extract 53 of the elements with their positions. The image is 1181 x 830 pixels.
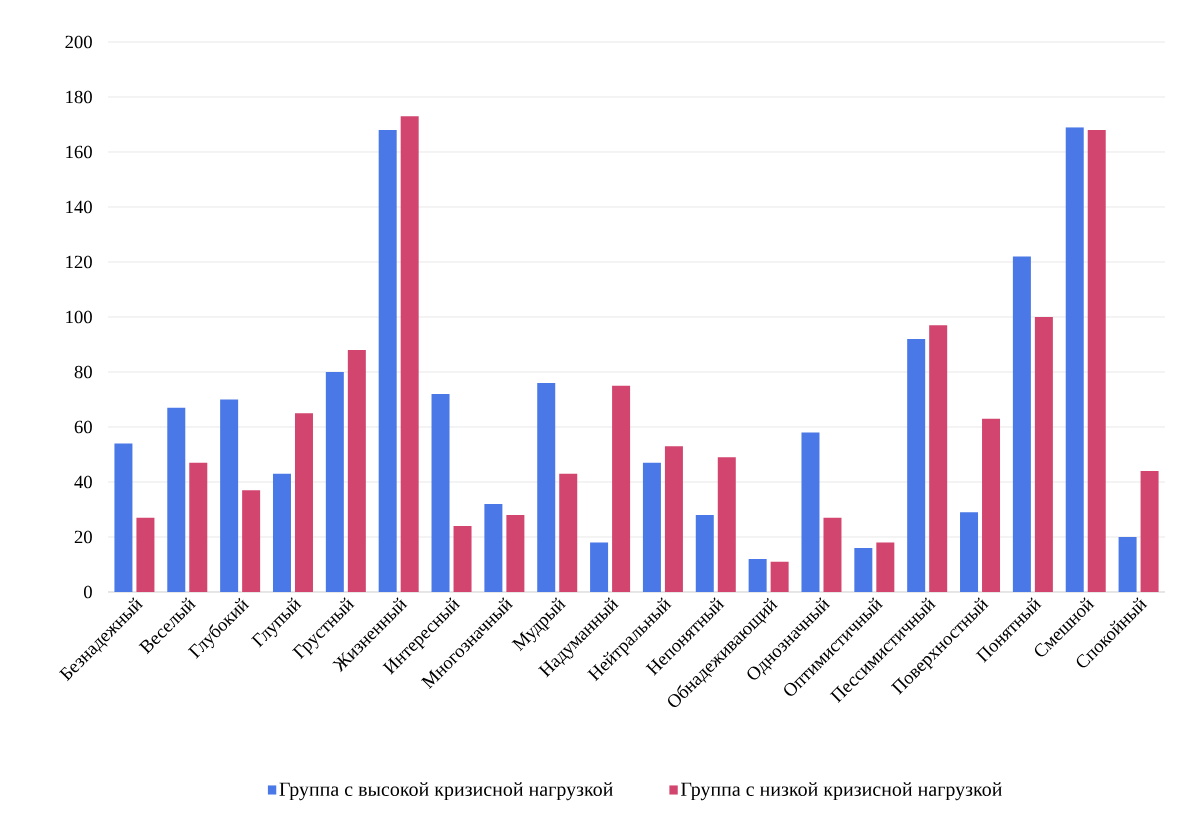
bar bbox=[1087, 129, 1106, 592]
bar bbox=[272, 473, 291, 592]
y-tick-label: 100 bbox=[66, 310, 92, 324]
bar bbox=[642, 462, 661, 592]
bar bbox=[537, 382, 556, 592]
bar bbox=[929, 325, 948, 592]
bar bbox=[325, 371, 344, 592]
y-tick-label: 140 bbox=[66, 200, 92, 214]
bar bbox=[664, 446, 683, 592]
y-tick-label: 20 bbox=[74, 530, 92, 544]
bar bbox=[242, 490, 261, 592]
bar bbox=[982, 418, 1001, 592]
bar bbox=[748, 558, 767, 592]
bar bbox=[612, 385, 631, 592]
bar bbox=[960, 512, 979, 592]
bar bbox=[136, 517, 155, 592]
bar bbox=[431, 393, 450, 592]
y-tick-label: 80 bbox=[74, 365, 92, 379]
y-tick-label: 40 bbox=[74, 475, 92, 489]
bar bbox=[1118, 536, 1137, 592]
bar bbox=[167, 407, 186, 592]
bar bbox=[347, 349, 366, 592]
bar bbox=[1065, 127, 1084, 592]
bar bbox=[294, 413, 313, 592]
legend-label: Группа с высокой кризисной нагрузкой bbox=[279, 782, 613, 801]
y-tick-label: 120 bbox=[66, 255, 92, 269]
bar bbox=[1012, 256, 1031, 592]
bar bbox=[854, 547, 873, 592]
bar bbox=[1140, 470, 1159, 592]
bar bbox=[876, 542, 895, 592]
y-tick-label: 60 bbox=[74, 420, 92, 434]
bar bbox=[484, 503, 503, 592]
y-tick-label: 200 bbox=[65, 35, 92, 49]
bar bbox=[695, 514, 714, 592]
y-tick-label: 180 bbox=[66, 90, 92, 104]
bar bbox=[1034, 316, 1053, 592]
bar bbox=[907, 338, 926, 592]
bar bbox=[823, 517, 842, 592]
bar bbox=[506, 514, 525, 592]
y-tick-label: 0 bbox=[84, 585, 92, 599]
bar bbox=[400, 116, 419, 592]
y-tick-label: 160 bbox=[66, 145, 92, 159]
bar bbox=[220, 399, 239, 592]
bar bbox=[770, 561, 789, 592]
bar bbox=[801, 432, 820, 592]
bar bbox=[559, 473, 578, 592]
bar bbox=[453, 525, 472, 592]
bar bbox=[114, 443, 133, 592]
legend-label: Группа с низкой кризисной нагрузкой bbox=[680, 782, 1002, 801]
bar bbox=[189, 462, 208, 592]
bar bbox=[378, 129, 397, 592]
bar bbox=[590, 542, 609, 592]
bar bbox=[717, 457, 736, 592]
